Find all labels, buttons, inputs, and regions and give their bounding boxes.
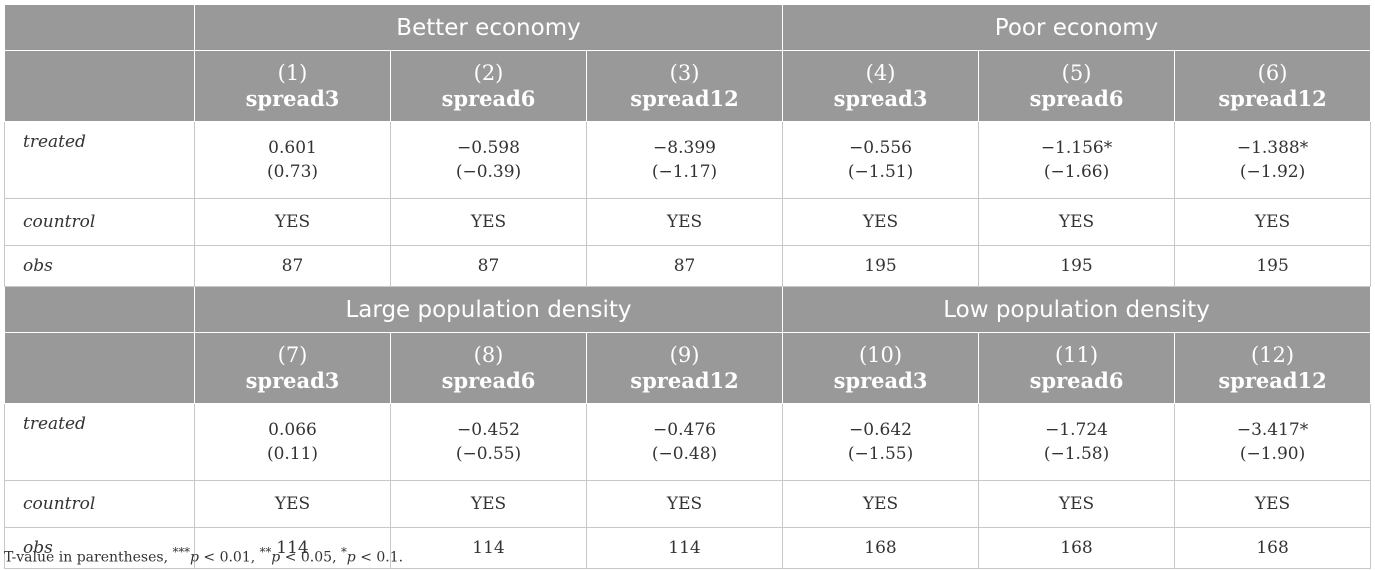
table-row-control: countrol YES YES YES YES YES YES [4,480,1372,528]
table-cell: 168 [978,527,1176,569]
table-cell: −0.452 (−0.55) [390,403,587,481]
table-row-obs: obs 114 114 114 168 168 168 [4,527,1372,569]
table-cell: 114 [390,527,587,569]
table-cell: YES [390,198,587,246]
group-header-better-economy: Better economy [193,4,784,51]
table-cell: −8.399 (−1.17) [585,121,784,199]
group-header-row-2: Large population density Low population … [4,286,1372,333]
table-cell: 87 [585,245,784,287]
column-header: (4) spread3 [782,50,980,122]
table-cell: 195 [782,245,980,287]
column-header: (7) spread3 [194,332,391,404]
column-header: (10) spread3 [782,332,980,404]
row-label: obs [4,527,195,569]
blank-header-cell [4,50,195,122]
row-label: treated [4,121,195,199]
table-cell: 114 [585,527,784,569]
column-header: (8) spread6 [390,332,587,404]
table-cell: 168 [782,527,980,569]
table-cell: −1.156* (−1.66) [978,121,1176,199]
group-header-poor-economy: Poor economy [782,4,1372,51]
column-header: (6) spread12 [1174,50,1372,122]
table-cell: YES [585,198,784,246]
table-row-treated: treated 0.066 (0.11) −0.452 (−0.55) −0.476… [4,403,1372,481]
blank-header-cell [4,286,195,333]
column-header-row-2: (7) spread3 (8) spread6 (9) spread12 (10) sp… [4,332,1372,404]
table-cell: 168 [1174,527,1372,569]
table-row-obs: obs 87 87 87 195 195 195 [4,245,1372,287]
table-cell: 114 [194,527,391,569]
table-cell: 87 [194,245,391,287]
table-cell: −3.417* (−1.90) [1174,403,1372,481]
table-footnote: T-value in parentheses, ***p < 0.01, **p… [4,545,404,566]
regression-table: Better economy Poor economy (1) spread3 (… [4,4,1372,569]
table-cell: YES [978,480,1176,528]
table-cell: YES [978,198,1176,246]
column-header: (11) spread6 [978,332,1176,404]
table-cell: YES [585,480,784,528]
column-header: (3) spread12 [585,50,784,122]
column-header: (5) spread6 [978,50,1176,122]
column-header-row-1: (1) spread3 (2) spread6 (3) spread12 (4) spr… [4,50,1372,122]
row-label: countrol [4,480,195,528]
table-row-treated: treated 0.601 (0.73) −0.598 (−0.39) −8.399… [4,121,1372,199]
column-header: (1) spread3 [194,50,391,122]
table-cell: −0.556 (−1.51) [782,121,980,199]
blank-header-cell [4,4,195,51]
table-cell: 0.601 (0.73) [194,121,391,199]
table-cell: YES [782,198,980,246]
table-cell: 0.066 (0.11) [194,403,391,481]
table-cell: YES [1174,480,1372,528]
group-header-row-1: Better economy Poor economy [4,4,1372,51]
table-row-control: countrol YES YES YES YES YES YES [4,198,1372,246]
column-header: (9) spread12 [585,332,784,404]
row-label: treated [4,403,195,481]
table-cell: −1.388* (−1.92) [1174,121,1372,199]
table-cell: YES [782,480,980,528]
table-cell: −0.476 (−0.48) [585,403,784,481]
table-cell: −0.598 (−0.39) [390,121,587,199]
row-label: obs [4,245,195,287]
row-label: countrol [4,198,195,246]
table-cell: −1.724 (−1.58) [978,403,1176,481]
column-header: (12) spread12 [1174,332,1372,404]
group-header-large-density: Large population density [193,286,784,333]
table-cell: YES [390,480,587,528]
table-cell: 195 [978,245,1176,287]
column-header: (2) spread6 [390,50,587,122]
table-cell: 195 [1174,245,1372,287]
table-cell: YES [1174,198,1372,246]
table-cell: −0.642 (−1.55) [782,403,980,481]
table-cell: YES [194,480,391,528]
group-header-low-density: Low population density [782,286,1372,333]
table-cell: 87 [390,245,587,287]
table-cell: YES [194,198,391,246]
blank-header-cell [4,332,195,404]
